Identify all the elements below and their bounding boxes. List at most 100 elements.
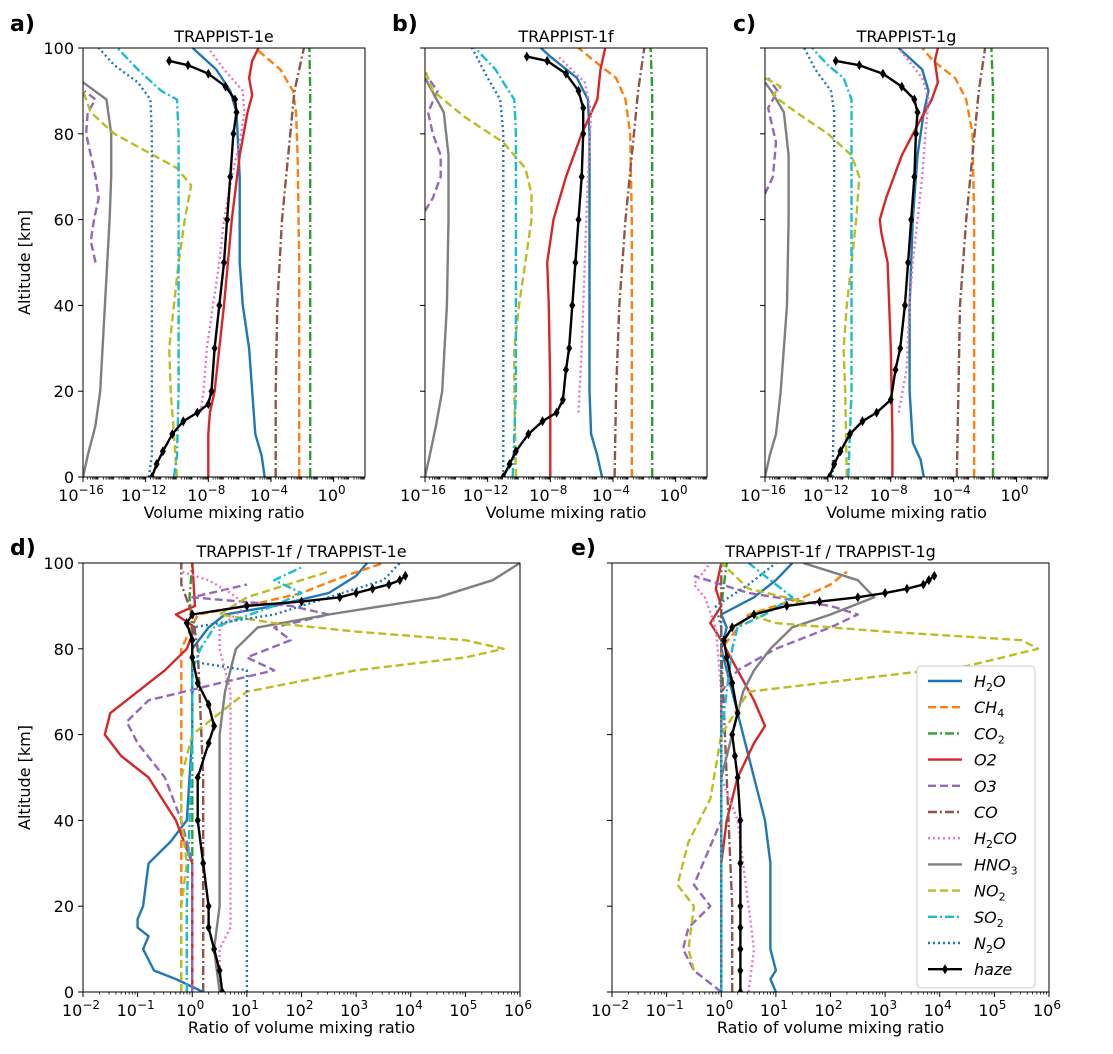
haze-marker: [854, 592, 861, 603]
series-hno3: [425, 77, 450, 477]
haze-marker: [575, 85, 582, 96]
x-tick-label: 10−8: [187, 483, 225, 505]
x-tick-label: 101: [760, 998, 788, 1020]
haze-marker: [729, 678, 736, 689]
legend-label-hno3: HNO3: [974, 855, 1018, 877]
series-no2: [83, 90, 193, 477]
series-group: [83, 48, 312, 477]
haze-marker: [737, 922, 744, 933]
haze-marker: [846, 429, 853, 440]
series-no2: [765, 76, 861, 477]
haze-marker: [734, 772, 741, 783]
haze-marker: [559, 394, 566, 405]
haze-marker: [523, 51, 530, 62]
series-group: [103, 563, 520, 992]
x-tick-label: 10−16: [58, 483, 104, 505]
haze-marker: [925, 575, 932, 586]
legend-frame: [916, 665, 1036, 989]
haze-marker: [216, 300, 223, 311]
haze-marker: [353, 588, 360, 599]
haze-marker: [723, 652, 730, 663]
haze-marker: [856, 60, 863, 71]
haze-marker: [729, 622, 736, 633]
legend-label-co2: CO2: [974, 724, 1005, 746]
x-tick-label: 105: [449, 998, 477, 1020]
haze-marker: [219, 987, 226, 992]
x-tick-label: 10−4: [250, 483, 288, 505]
haze-marker: [580, 128, 587, 139]
x-tick-label: 103: [869, 998, 897, 1020]
y-tick-label: 0: [64, 983, 74, 1002]
haze-marker: [575, 214, 582, 225]
haze-marker: [901, 300, 908, 311]
panel-title: TRAPPIST-1g: [856, 27, 957, 46]
y-tick-label: 60: [54, 726, 74, 745]
haze-marker: [879, 68, 886, 79]
x-tick-label: 100: [705, 998, 733, 1020]
series-h2o: [540, 48, 604, 477]
x-tick-label: 103: [340, 998, 368, 1020]
x-tick-label: 104: [924, 998, 952, 1020]
legend-label-co: CO: [974, 803, 998, 822]
series-so2: [474, 48, 518, 477]
x-axis-label: Volume mixing ratio: [144, 503, 305, 522]
series-so2: [811, 48, 853, 477]
haze-marker: [580, 103, 587, 114]
haze-marker: [194, 678, 201, 689]
haze-marker: [224, 214, 231, 225]
haze-marker: [194, 407, 201, 418]
y-tick-label: 40: [54, 811, 74, 830]
x-tick-label: 101: [231, 998, 259, 1020]
series-co2: [308, 48, 312, 477]
haze-marker: [211, 944, 218, 955]
haze-marker: [837, 446, 844, 457]
series-hno3: [83, 81, 113, 477]
legend-label-no2: NO2: [974, 882, 1006, 904]
series-ch4: [254, 48, 301, 477]
haze-marker: [230, 128, 237, 139]
haze-marker: [336, 592, 343, 603]
series-o3: [425, 77, 442, 212]
series-h2co: [897, 48, 930, 413]
x-tick-label: 100: [660, 483, 688, 505]
x-axis-label: Volume mixing ratio: [486, 503, 647, 522]
haze-marker: [563, 364, 569, 375]
haze-marker: [148, 472, 155, 477]
series-haze: [828, 59, 919, 477]
series-co: [955, 48, 987, 477]
series-o3: [83, 89, 100, 263]
haze-marker: [205, 901, 212, 912]
haze-marker: [737, 901, 744, 912]
legend: H2O CH4 CO2 O2 O3 CO H2CO HNO3 NO2 SO2 N2O haze: [916, 665, 1036, 989]
series-n2o: [714, 563, 777, 992]
panel-label: c): [733, 12, 756, 37]
x-tick-label: 10−12: [803, 483, 849, 505]
y-tick-label: 100: [43, 554, 74, 573]
haze-marker: [816, 596, 823, 607]
haze-marker: [734, 708, 741, 719]
series-h2co: [199, 48, 246, 413]
y-tick-label: 100: [43, 39, 74, 58]
plot-frame: [424, 47, 708, 478]
legend-label-so2: SO2: [974, 908, 1004, 930]
series-o3: [765, 77, 779, 195]
haze-marker: [396, 575, 403, 586]
panel-b: 10−16 10−12 10−8 10−4 100 TRAPPIST-1f Volume m…: [392, 12, 708, 522]
legend-label-h2o: H2O: [974, 672, 1006, 694]
haze-marker: [200, 858, 207, 869]
x-tick-label: 10−2: [591, 998, 629, 1020]
panel-d: 0 20 40 60 80 100 10−2 10−1 100 101 102 103 104 105 10…: [10, 536, 532, 1037]
series-o2: [103, 563, 197, 992]
x-tick-label: 104: [395, 998, 423, 1020]
haze-marker: [298, 596, 305, 607]
haze-marker: [369, 583, 376, 594]
x-tick-label: 106: [504, 998, 532, 1020]
series-o2: [878, 48, 940, 477]
x-tick-label: 106: [1033, 998, 1061, 1020]
haze-marker: [911, 94, 918, 105]
haze-marker: [911, 171, 918, 182]
haze-marker: [905, 257, 912, 268]
haze-marker: [553, 407, 560, 418]
panel-e: 10−2 10−1 100 101 102 103 104 105 106 TRAPPIST-1f…: [571, 536, 1061, 1037]
haze-marker: [227, 171, 234, 182]
